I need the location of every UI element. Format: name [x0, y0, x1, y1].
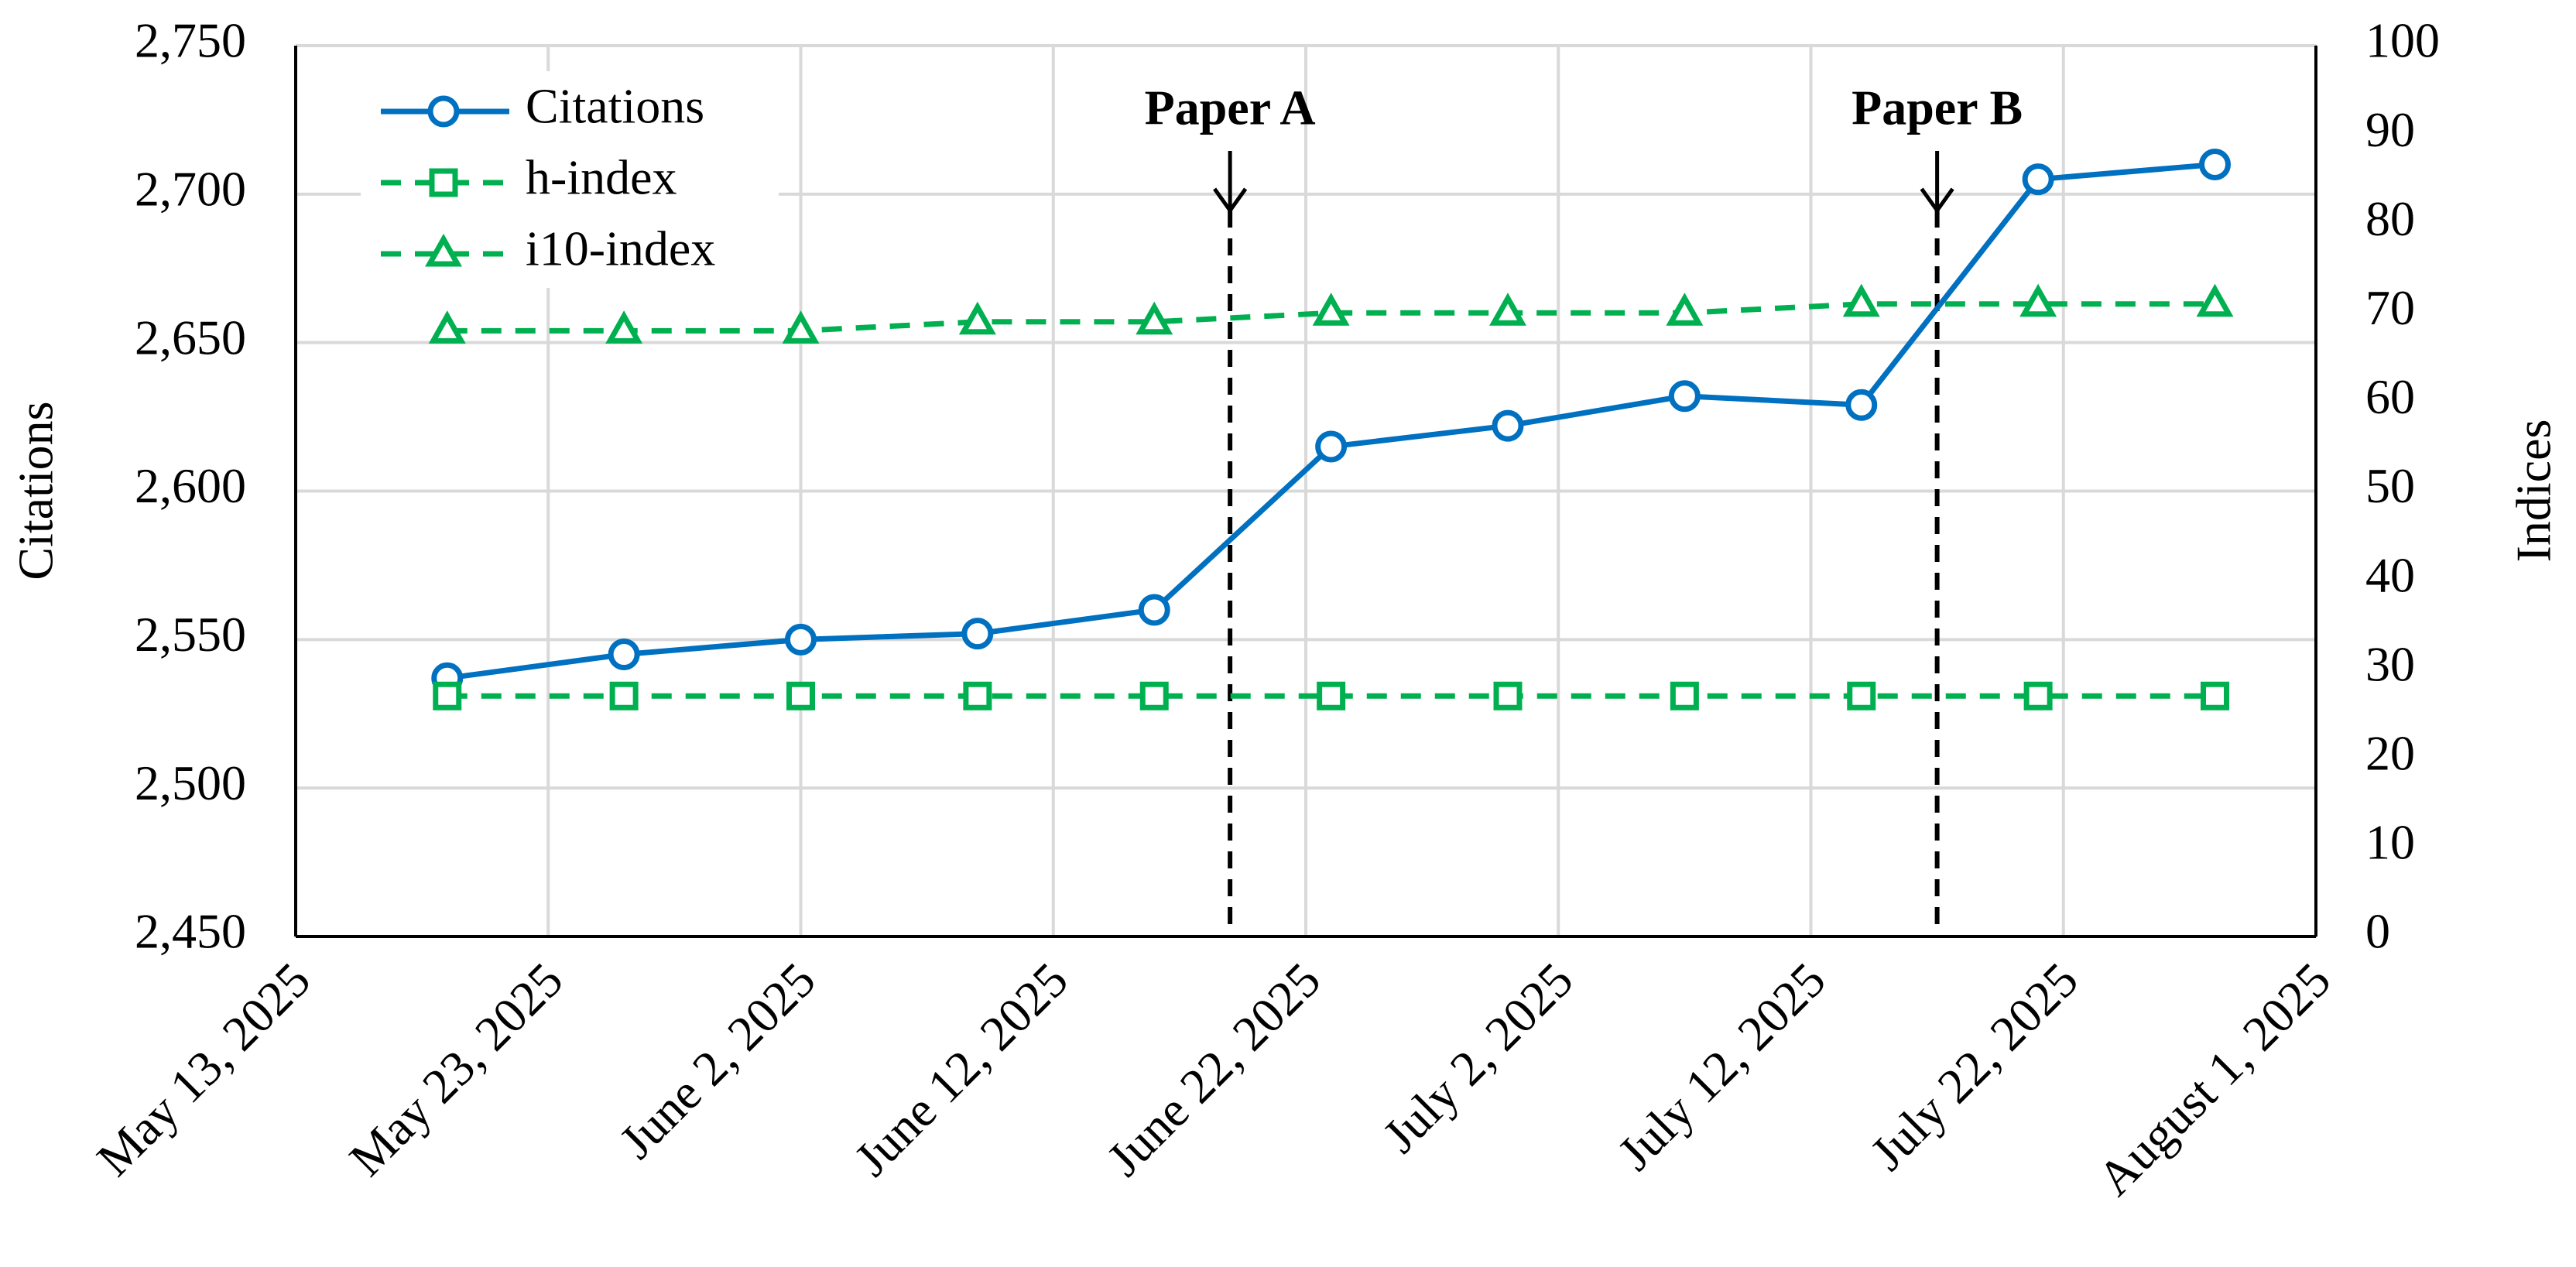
- y2-tick-label: 20: [2365, 725, 2415, 780]
- marker: [963, 681, 992, 711]
- x-tick-label: May 23, 2025: [339, 952, 574, 1187]
- legend-marker: [425, 233, 462, 267]
- x-tick-label: June 22, 2025: [1096, 952, 1331, 1187]
- marker: [958, 301, 996, 335]
- y-tick-label: 2,550: [135, 607, 246, 662]
- marker: [1666, 293, 1704, 326]
- y2-tick-label: 80: [2365, 191, 2415, 246]
- y-axis-title: Citations: [9, 401, 63, 580]
- marker: [1315, 430, 1348, 463]
- marker: [2019, 283, 2057, 317]
- x-tick-label: July 22, 2025: [1860, 952, 2088, 1180]
- y2-tick-label: 70: [2365, 280, 2415, 335]
- x-tick-label: July 2, 2025: [1372, 952, 1584, 1163]
- marker: [1668, 380, 1701, 413]
- y-tick-label: 2,450: [135, 904, 246, 959]
- marker: [1847, 681, 1876, 711]
- marker: [785, 623, 817, 656]
- marker: [2199, 148, 2231, 180]
- marker: [2201, 681, 2229, 711]
- marker: [2022, 163, 2054, 196]
- marker: [1138, 594, 1170, 626]
- y2-tick-label: 100: [2365, 13, 2440, 68]
- y2-tick-label: 30: [2365, 636, 2415, 691]
- marker: [961, 618, 994, 650]
- marker: [1670, 681, 1699, 711]
- y-tick-label: 2,750: [135, 13, 246, 68]
- marker: [1317, 681, 1346, 711]
- y-tick-label: 2,700: [135, 162, 246, 217]
- y-tick-label: 2,600: [135, 458, 246, 513]
- marker: [1842, 283, 1880, 317]
- y2-tick-label: 10: [2365, 815, 2415, 870]
- x-tick-label: June 12, 2025: [844, 952, 1078, 1187]
- annotation-text: Paper B: [1852, 80, 2023, 135]
- y2-tick-label: 40: [2365, 547, 2415, 602]
- y2-tick-label: 90: [2365, 102, 2415, 157]
- annotation-arrow: [1920, 151, 1954, 214]
- marker: [433, 681, 462, 711]
- legend-label: Citations: [526, 79, 704, 134]
- marker: [1136, 301, 1173, 335]
- marker: [1845, 389, 1878, 421]
- x-tick-label: July 12, 2025: [1607, 952, 1835, 1180]
- y2-axis-title: Indices: [2506, 419, 2561, 563]
- marker: [782, 310, 820, 344]
- marker: [605, 310, 643, 344]
- y2-tick-label: 50: [2365, 458, 2415, 513]
- marker: [1139, 681, 1169, 711]
- marker: [428, 310, 466, 344]
- marker: [608, 639, 640, 671]
- legend-marker: [429, 168, 458, 197]
- marker: [786, 681, 815, 711]
- y2-tick-label: 0: [2365, 904, 2390, 959]
- legend-label: i10-index: [526, 221, 715, 276]
- marker: [1493, 681, 1523, 711]
- y-tick-label: 2,500: [135, 755, 246, 810]
- marker: [1492, 409, 1524, 442]
- x-tick-label: June 2, 2025: [609, 952, 826, 1169]
- y-tick-label: 2,650: [135, 310, 246, 365]
- marker: [2196, 283, 2234, 317]
- marker: [609, 681, 639, 711]
- annotation-arrow: [1213, 151, 1248, 214]
- legend-label: h-index: [526, 150, 677, 205]
- y2-tick-label: 60: [2365, 369, 2415, 424]
- marker: [2023, 681, 2053, 711]
- marker: [1312, 293, 1350, 326]
- marker: [1489, 293, 1526, 326]
- legend-marker: [427, 95, 460, 128]
- annotation-text: Paper A: [1145, 80, 1316, 135]
- x-tick-label: August 1, 2025: [2087, 952, 2341, 1206]
- series-line: [447, 301, 2215, 334]
- x-tick-label: May 13, 2025: [86, 952, 320, 1187]
